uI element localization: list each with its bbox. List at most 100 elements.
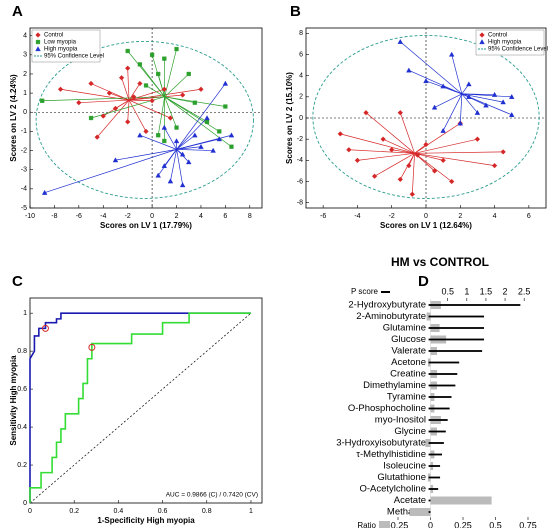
spoke	[176, 146, 201, 150]
marker	[76, 99, 82, 106]
spoke	[382, 138, 415, 154]
marker	[457, 120, 464, 126]
marker	[198, 86, 204, 92]
y-tick-label: 4	[23, 33, 27, 40]
plot-frame	[29, 297, 263, 504]
marker	[35, 46, 41, 52]
panel-letter: C	[12, 273, 23, 290]
bar	[430, 496, 492, 505]
y-tick-label: -2	[297, 136, 303, 143]
marker	[179, 182, 186, 188]
x-tick-label: -0.25	[388, 520, 409, 528]
marker	[228, 132, 235, 138]
marker	[229, 144, 234, 149]
legend-box	[475, 29, 545, 56]
y-tick-label: -5	[21, 205, 27, 212]
bar	[428, 453, 442, 456]
spoke	[451, 54, 463, 94]
spoke	[414, 123, 461, 154]
marker	[363, 110, 369, 116]
spoke	[348, 149, 415, 154]
y-tick-label: 6	[299, 51, 303, 58]
x-tick-label: 0.5	[489, 520, 502, 528]
spoke	[176, 149, 214, 151]
panel-letter: A	[12, 3, 23, 20]
bar	[428, 511, 431, 513]
spoke	[176, 134, 232, 150]
marker	[125, 48, 130, 54]
marker	[414, 152, 421, 158]
marker	[118, 75, 125, 81]
y-tick-label: -3	[21, 167, 27, 174]
legend-label: Low myopia	[44, 40, 77, 46]
spoke	[374, 153, 415, 177]
x-tick-label: 0.4	[114, 508, 124, 515]
marker	[35, 39, 41, 45]
marker	[106, 90, 113, 96]
marker	[380, 136, 386, 142]
spoke	[121, 77, 130, 101]
category-label: 2-Aminobutyrate	[356, 311, 426, 322]
x-tick-label: 0.75	[519, 520, 537, 528]
marker	[409, 191, 415, 197]
x-tick-label: -8	[51, 213, 57, 220]
marker	[479, 32, 485, 38]
legend-label: Control	[488, 33, 507, 39]
marker	[156, 133, 161, 138]
x2-tick-label: 1.5	[480, 286, 493, 296]
category-label: O-Acetylcholine	[359, 484, 426, 495]
marker	[174, 46, 179, 52]
marker	[174, 125, 179, 130]
category-label: Glutamine	[383, 323, 426, 334]
y-tick-label: 1	[23, 310, 27, 317]
category-label: Methanol	[387, 507, 426, 518]
marker	[155, 172, 161, 178]
legend-label: 95% Confidence Level	[44, 54, 104, 60]
legend-label: Control	[44, 33, 63, 39]
marker	[192, 132, 198, 138]
marker	[179, 151, 186, 157]
bar	[428, 430, 446, 433]
category-label: Glutathione	[377, 472, 426, 483]
y-tick-label: 2	[299, 94, 303, 101]
marker	[198, 143, 204, 149]
spoke	[391, 149, 415, 154]
marker	[466, 94, 472, 99]
category-label: Glucose	[391, 334, 426, 345]
category-label: 3-Hydroxyisobutyrate	[336, 438, 426, 449]
marker	[500, 149, 506, 155]
y-tick-label: -4	[21, 186, 27, 193]
spoke	[139, 64, 165, 98]
marker	[474, 109, 481, 115]
x-tick-label: -4	[354, 213, 360, 220]
y-tick-label: -8	[297, 200, 303, 207]
marker	[112, 157, 119, 163]
marker	[137, 62, 143, 67]
marker	[35, 32, 41, 38]
plot-frame	[29, 27, 263, 209]
marker	[40, 98, 45, 103]
y-tick-label: 0.8	[17, 348, 27, 355]
y-tick-label: 0.2	[17, 462, 27, 469]
x-tick-label: 0.2	[69, 508, 79, 515]
chart-title: HM vs CONTROL	[391, 255, 489, 269]
spoke	[128, 83, 141, 101]
x-axis-label: Scores on LV 1 (17.79%)	[100, 221, 192, 230]
x-tick-label: 8	[248, 213, 252, 220]
spoke	[414, 138, 478, 154]
marker	[483, 102, 489, 108]
y-axis-label: Scores on LV 2 (4.24%)	[9, 74, 18, 162]
bar	[428, 327, 485, 329]
marker	[397, 38, 404, 44]
marker	[156, 71, 161, 77]
y-tick-label: -1	[21, 128, 27, 135]
spoke	[442, 93, 463, 131]
x-tick-label: 0	[150, 213, 154, 220]
x-axis-label: 1-Specificity High myopia	[97, 516, 195, 525]
spoke	[365, 112, 415, 154]
y-axis-label: Sensitivity High myopia	[9, 355, 18, 446]
x-tick-label: 0	[428, 520, 433, 528]
bar	[428, 315, 485, 318]
spoke	[129, 94, 183, 101]
y-tick-label: 0.6	[17, 386, 27, 393]
